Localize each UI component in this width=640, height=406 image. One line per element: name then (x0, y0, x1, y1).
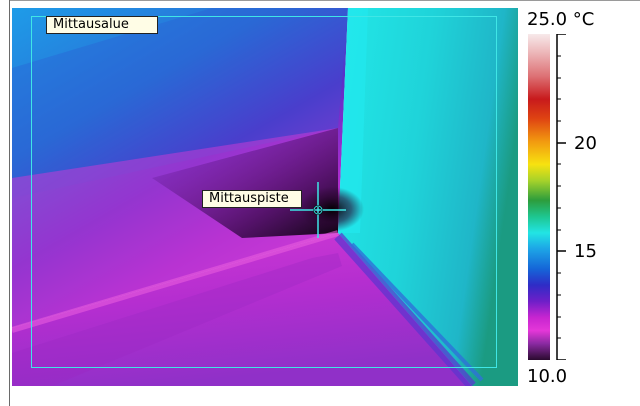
scale-axis (556, 34, 566, 360)
measurement-spot-label[interactable]: Mittauspiste (202, 190, 302, 208)
top-border (9, 0, 640, 1)
scale-max-label: 25.0 °C (527, 9, 595, 30)
measurement-area-label[interactable]: Mittausalue (46, 16, 158, 34)
scale-tick-20: 20 (574, 133, 597, 154)
crosshair-icon[interactable] (290, 182, 346, 238)
left-border (9, 0, 10, 406)
temperature-scale-bar (528, 34, 550, 360)
scale-tick-15: 15 (574, 241, 597, 262)
scale-min-label: 10.0 (527, 366, 568, 387)
